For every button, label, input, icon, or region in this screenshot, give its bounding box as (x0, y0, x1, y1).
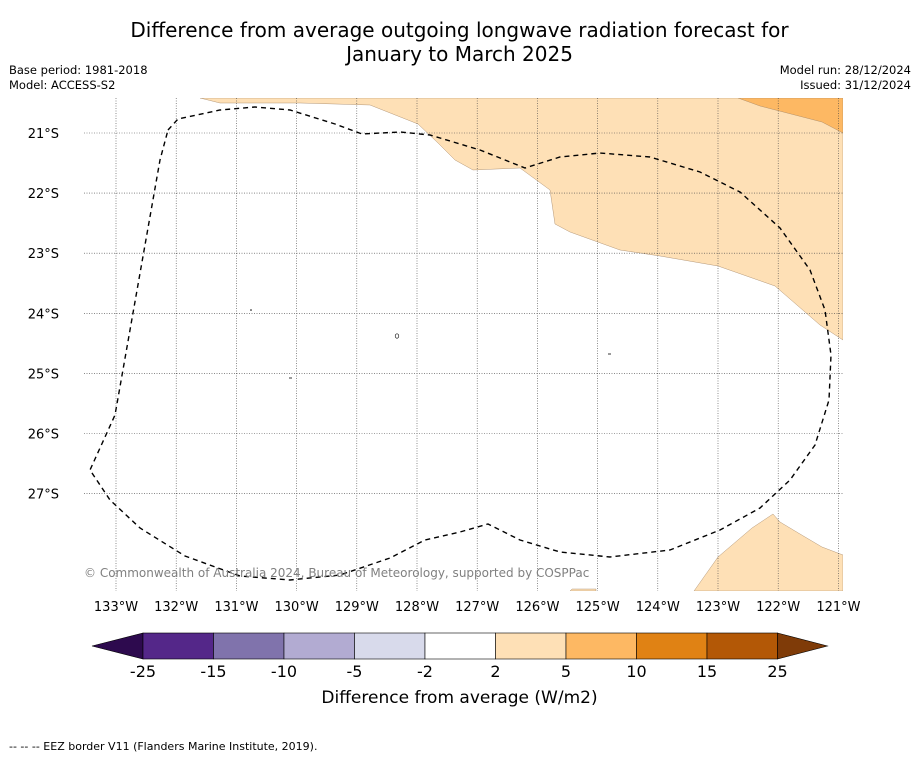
latitude-label: 21°S (28, 127, 59, 142)
chart-title: Difference from average outgoing longwav… (0, 18, 919, 66)
colorbar-tick-label: -15 (200, 662, 226, 681)
issued-date: Issued: 31/12/2024 (800, 78, 911, 92)
latitude-label: 22°S (28, 187, 59, 202)
longitude-label: 124°W (636, 600, 680, 615)
longitude-axis: 133°W 132°W 131°W 130°W 129°W 128°W 127°W 126°W… (94, 600, 861, 615)
latitude-label: 26°S (28, 428, 59, 443)
longitude-label: 125°W (576, 600, 620, 615)
island-marker (394, 333, 400, 339)
longitude-label: 121°W (816, 600, 860, 615)
colorbar-tick-label: -5 (347, 662, 363, 681)
colorbar-tick-label: -25 (130, 662, 156, 681)
longitude-label: 129°W (335, 600, 379, 615)
colorbar-segment (565, 632, 637, 660)
colorbar-tick-label: 2 (490, 662, 500, 681)
map-area (84, 98, 843, 591)
title-line-1: Difference from average outgoing longwav… (130, 18, 789, 42)
longitude-label: 132°W (154, 600, 198, 615)
colorbar-segment (213, 632, 285, 660)
island-marker (250, 309, 252, 311)
latitude-label: 23°S (28, 247, 59, 262)
latitude-axis: 21°S 22°S 23°S 24°S 25°S 26°S 27°S (28, 127, 59, 503)
model-name: Model: ACCESS-S2 (9, 78, 116, 92)
metadata-right: Model run: 28/12/2024 Issued: 31/12/2024 (780, 63, 911, 93)
anomaly-region-northeast-5-10 (737, 98, 843, 134)
gridlines (84, 98, 843, 591)
latitude-label: 25°S (28, 367, 59, 382)
longitude-label: 126°W (515, 600, 559, 615)
latitude-label: 24°S (28, 307, 59, 322)
base-period: Base period: 1981-2018 (9, 63, 148, 77)
colorbar-tick-label: 5 (561, 662, 571, 681)
colorbar-tick-label: 25 (767, 662, 787, 681)
colorbar: -25 -15 -10 -5 -2 2 5 10 15 25 (91, 632, 829, 681)
colorbar-tick-label: -10 (271, 662, 297, 681)
anomaly-region-south-sliver (569, 588, 597, 591)
longitude-label: 122°W (756, 600, 800, 615)
anomaly-region-north (199, 98, 843, 341)
colorbar-segment (495, 632, 567, 660)
colorbar-segment (142, 632, 214, 660)
colorbar-segment (706, 632, 778, 660)
colorbar-extend-low (91, 632, 144, 660)
longitude-label: 127°W (455, 600, 499, 615)
colorbar-segment (354, 632, 426, 660)
metadata-left: Base period: 1981-2018 Model: ACCESS-S2 (9, 63, 148, 93)
colorbar-extend-high (777, 632, 829, 660)
title-line-2: January to March 2025 (346, 42, 573, 66)
longitude-label: 131°W (214, 600, 258, 615)
longitude-label: 123°W (696, 600, 740, 615)
longitude-label: 133°W (94, 600, 138, 615)
copyright-notice: © Commonwealth of Australia 2024, Bureau… (84, 566, 589, 580)
model-run: Model run: 28/12/2024 (779, 63, 911, 77)
longitude-label: 128°W (395, 600, 439, 615)
eez-legend: -- -- -- EEZ border V11 (Flanders Marine… (9, 740, 318, 753)
colorbar-segment (636, 632, 708, 660)
eez-border (89, 106, 832, 581)
colorbar-segment (424, 632, 496, 660)
anomaly-region-southeast (693, 513, 843, 591)
latitude-label: 27°S (28, 488, 59, 503)
map-figure: 133°W 132°W 131°W 130°W 129°W 128°W 127°W 126°W… (28, 98, 861, 681)
colorbar-tick-label: -2 (417, 662, 433, 681)
colorbar-tick-label: 10 (626, 662, 646, 681)
colorbar-tick-label: 15 (697, 662, 717, 681)
longitude-label: 130°W (275, 600, 319, 615)
colorbar-label: Difference from average (W/m2) (321, 688, 598, 708)
colorbar-segment (283, 632, 355, 660)
